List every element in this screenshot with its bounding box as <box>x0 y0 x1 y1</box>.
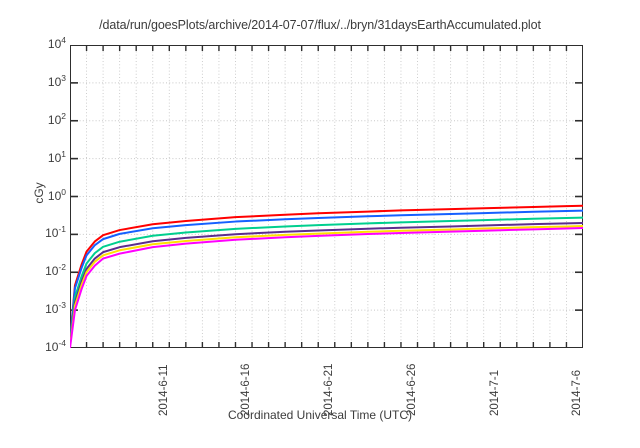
series-line-6 <box>70 227 583 348</box>
y-tick-label: 101 <box>47 148 66 165</box>
series-line-4 <box>70 221 583 346</box>
series-line-5 <box>70 225 583 348</box>
y-tick-label: 100 <box>47 186 66 203</box>
y-tick-label: 10-2 <box>45 262 66 279</box>
x-axis-label: Coordinated Universal Time (UTC) <box>227 408 413 422</box>
y-tick-label: 103 <box>47 72 66 89</box>
series-line-2 <box>70 209 583 343</box>
series-line-3 <box>70 216 583 345</box>
y-axis-ticks: 104 103 102 101 100 10-1 10-2 10-3 10-4 <box>14 0 66 448</box>
y-tick-label: 10-3 <box>45 300 66 317</box>
y-tick-label: 104 <box>47 35 66 51</box>
plot-area <box>70 45 583 348</box>
y-tick-label: 10-4 <box>45 338 66 354</box>
page-title: /data/run/goesPlots/archive/2014-07-07/f… <box>99 18 541 32</box>
series-line-1 <box>70 204 583 342</box>
y-tick-label: 102 <box>47 110 66 127</box>
y-tick-label: 10-1 <box>45 224 66 241</box>
